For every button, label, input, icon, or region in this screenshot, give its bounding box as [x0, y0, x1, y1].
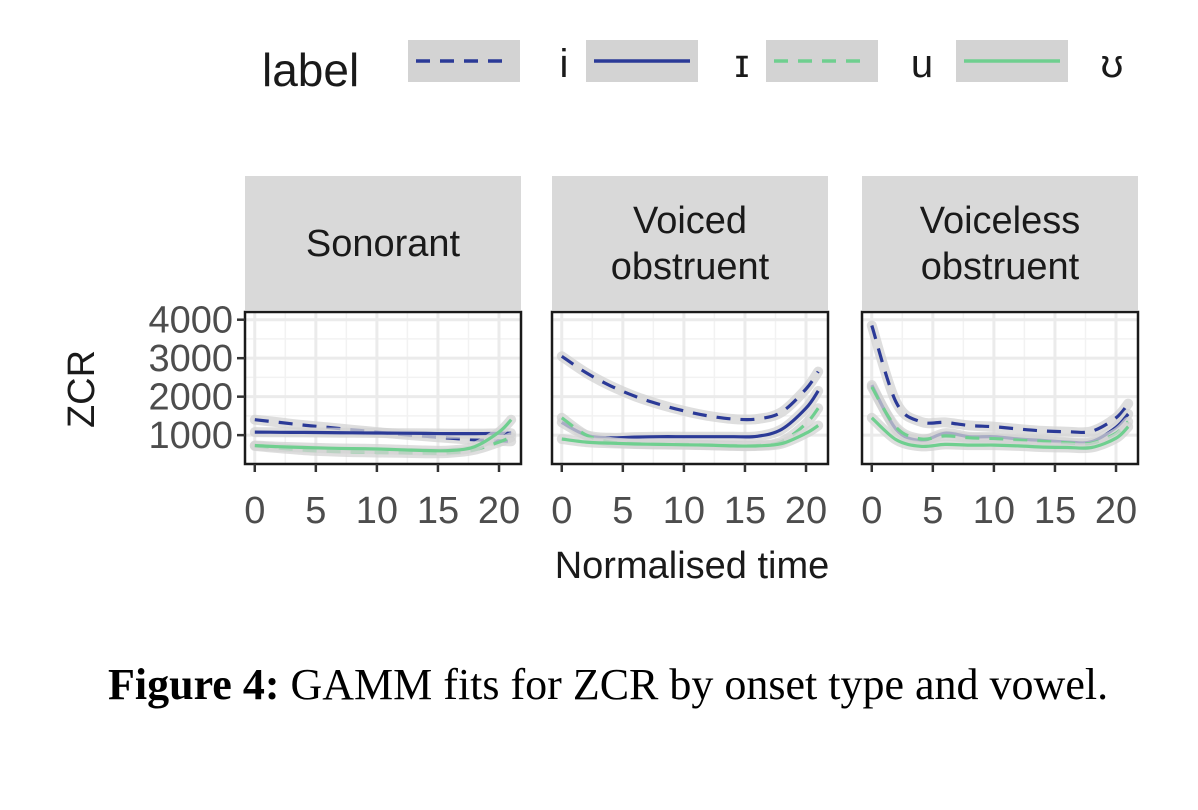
x-tick-label: 0: [861, 490, 882, 532]
x-tick-label: 5: [612, 490, 633, 532]
strip-label: Voiceless: [920, 200, 1081, 242]
strip-background: [245, 176, 521, 310]
y-axis-title: ZCR: [61, 350, 103, 428]
caption-label: Figure 4:: [108, 660, 280, 709]
panel-border: [860, 310, 1140, 466]
y-tick-label: 1000: [148, 415, 233, 457]
x-tick-label: 15: [724, 490, 766, 532]
legend: label i ɪ u ʊ: [262, 40, 1123, 96]
legend-label-4: ʊ: [1101, 42, 1124, 86]
x-tick-label: 0: [244, 490, 265, 532]
x-tick-label: 10: [356, 490, 398, 532]
strip-label: Sonorant: [306, 223, 461, 265]
series-line-4: [254, 418, 513, 453]
x-tick-label: 5: [922, 490, 943, 532]
x-tick-label: 10: [973, 490, 1015, 532]
strip-background: [552, 176, 828, 310]
series-line-1: [560, 354, 820, 422]
figure-caption: Figure 4: GAMM fits for ZCR by onset typ…: [108, 660, 1118, 710]
x-tick-label: 20: [785, 490, 827, 532]
y-tick-label: 4000: [148, 300, 233, 342]
series-line-4: [561, 424, 820, 448]
panel-border: [550, 310, 830, 466]
x-tick-label: 15: [417, 490, 459, 532]
legend-label-2: ɪ: [735, 42, 749, 86]
legend-label-1: i: [560, 42, 569, 86]
legend-title: label: [262, 44, 359, 96]
y-tick-label: 2000: [148, 377, 233, 419]
x-axis-title: Normalised time: [555, 545, 830, 587]
x-tick-label: 5: [305, 490, 326, 532]
strip-background: [862, 176, 1138, 310]
x-tick-label: 20: [1095, 490, 1137, 532]
strip-label: Voiced: [633, 200, 747, 242]
caption-text: GAMM fits for ZCR by onset type and vowe…: [290, 660, 1109, 709]
strip-label: obstruent: [921, 246, 1080, 288]
panel-border: [243, 310, 523, 466]
strip-label: obstruent: [611, 246, 770, 288]
y-tick-label: 3000: [148, 338, 233, 380]
series-group: [866, 320, 1134, 454]
x-tick-label: 15: [1034, 490, 1076, 532]
panel-1: Sonorant 0 5 10 15 20: [243, 176, 523, 532]
legend-label-3: u: [911, 42, 933, 86]
series-line-4: [870, 416, 1130, 450]
series-line-1: [870, 325, 1130, 435]
series-group: [249, 414, 517, 459]
series-group: [556, 351, 824, 452]
x-tick-label: 20: [478, 490, 520, 532]
x-tick-label: 10: [663, 490, 705, 532]
x-tick-label: 0: [551, 490, 572, 532]
series-line-2: [254, 430, 512, 436]
series-line-1: [254, 418, 512, 443]
